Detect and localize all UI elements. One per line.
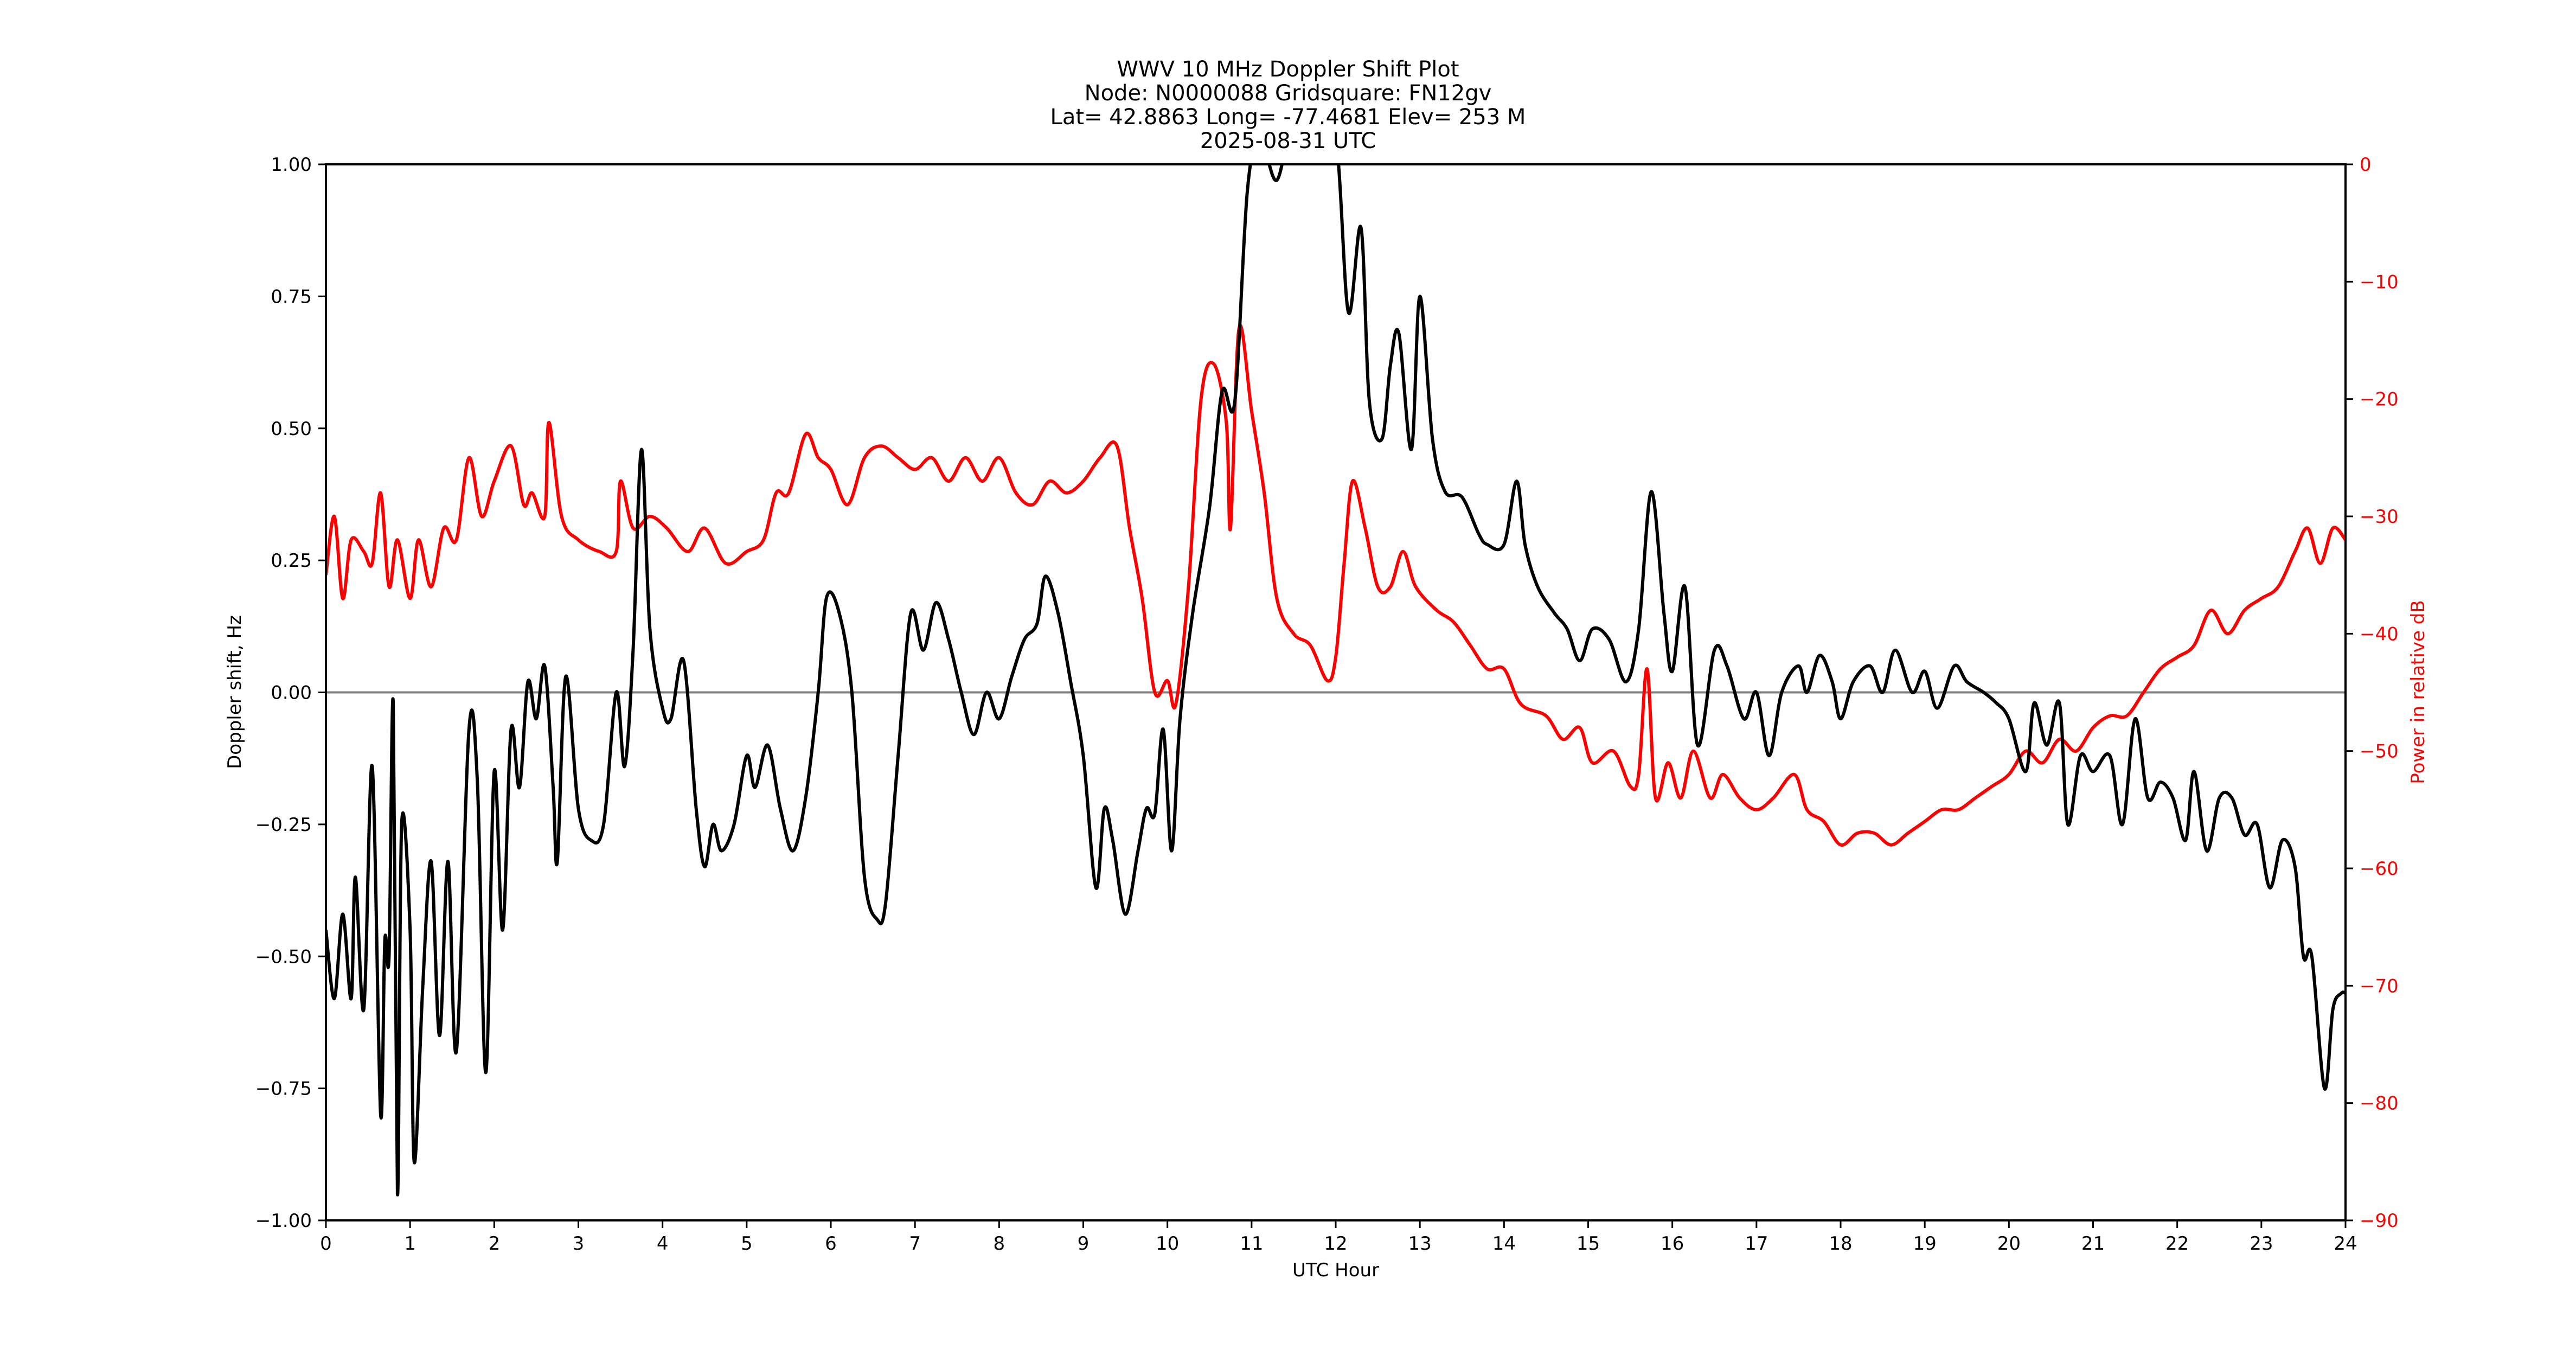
x-tick-label: 21 [2081,1233,2105,1255]
x-tick-label: 17 [1745,1233,1768,1255]
x-tick-label: 13 [1408,1233,1432,1255]
y2-tick-label: −40 [2360,623,2399,645]
x-tick-label: 3 [573,1233,585,1255]
y-tick-label: −0.50 [255,946,312,968]
x-axis-ticks: 0 1 2 3 4 5 6 7 8 9 10 11 12 13 14 15 16 17 18 19 20 21 22 23 24 [320,1220,2357,1255]
x-axis-label: UTC Hour [1292,1259,1379,1281]
x-tick-label: 12 [1324,1233,1347,1255]
y-tick-label: 0.75 [271,286,312,308]
power-series-line [326,323,2346,847]
y-tick-label: −1.00 [255,1210,312,1232]
x-tick-label: 24 [2334,1233,2357,1255]
x-tick-label: 18 [1829,1233,1852,1255]
x-tick-label: 7 [909,1233,921,1255]
x-tick-label: 19 [1913,1233,1937,1255]
x-tick-label: 1 [404,1233,416,1255]
x-tick-label: 5 [741,1233,753,1255]
y-tick-label: 0.00 [271,682,312,704]
y-axis-left-ticks: 1.00 0.75 0.50 0.25 0.00 −0.25 −0.50 −0.75 −1.00 [255,154,326,1232]
y2-tick-label: −30 [2360,506,2399,528]
y2-tick-label: 0 [2360,154,2372,176]
x-tick-label: 9 [1078,1233,1090,1255]
x-tick-label: 4 [657,1233,669,1255]
y-tick-label: −0.75 [255,1078,312,1100]
x-tick-label: 23 [2250,1233,2273,1255]
series-layer [326,164,2346,1197]
y-axis-right-ticks: 0 −10 −20 −30 −40 −50 −60 −70 −80 −90 [2346,154,2399,1232]
y-tick-label: −0.25 [255,814,312,836]
y-tick-label: 1.00 [271,154,312,176]
chart-subtitle-date: 2025-08-31 UTC [1200,129,1376,153]
y-tick-label: 0.25 [271,550,312,572]
chart-subtitle-location: Lat= 42.8863 Long= -77.4681 Elev= 253 M [1050,105,1526,130]
y2-tick-label: −10 [2360,271,2399,293]
x-tick-label: 10 [1156,1233,1179,1255]
y2-tick-label: −70 [2360,975,2399,997]
y-axis-right-label: Power in relative dB [2407,600,2429,784]
y2-tick-label: −50 [2360,741,2399,763]
chart-subtitle-node: Node: N0000088 Gridsquare: FN12gv [1084,81,1492,106]
x-tick-label: 15 [1577,1233,1600,1255]
y-axis-left-label: Doppler shift, Hz [224,615,246,769]
doppler-series-line [326,164,2346,1197]
y2-tick-label: −80 [2360,1093,2399,1115]
x-tick-label: 0 [320,1233,332,1255]
x-tick-label: 11 [1240,1233,1263,1255]
y2-tick-label: −60 [2360,858,2399,880]
x-tick-label: 8 [994,1233,1005,1255]
x-tick-label: 20 [1997,1233,2021,1255]
x-tick-label: 2 [489,1233,501,1255]
chart-title: WWV 10 MHz Doppler Shift Plot [1117,57,1459,82]
y2-tick-label: −90 [2360,1210,2399,1232]
x-tick-label: 22 [2165,1233,2189,1255]
y2-tick-label: −20 [2360,389,2399,411]
x-tick-label: 6 [825,1233,837,1255]
x-tick-label: 16 [1661,1233,1684,1255]
y-tick-label: 0.50 [271,418,312,440]
x-tick-label: 14 [1492,1233,1516,1255]
